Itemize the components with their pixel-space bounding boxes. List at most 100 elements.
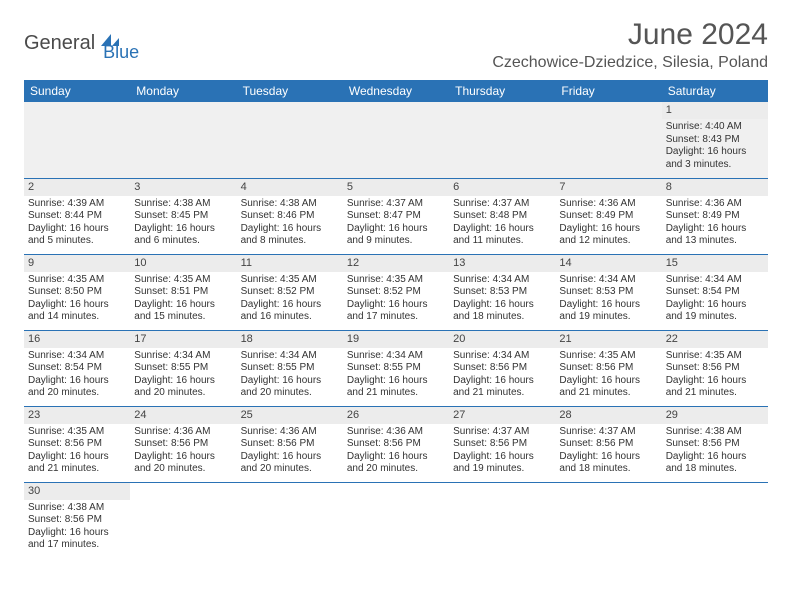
calendar-cell <box>130 482 236 558</box>
day-details: Sunrise: 4:34 AMSunset: 8:54 PMDaylight:… <box>24 348 130 404</box>
sunrise-text: Sunrise: 4:38 AM <box>241 198 339 211</box>
sunset-text: Sunset: 8:49 PM <box>559 210 657 223</box>
day-details: Sunrise: 4:35 AMSunset: 8:56 PMDaylight:… <box>555 348 661 404</box>
sunrise-text: Sunrise: 4:35 AM <box>559 350 657 363</box>
day-number: 29 <box>662 407 768 424</box>
page-header: General Blue June 2024 Czechowice-Dziedz… <box>24 18 768 72</box>
sunrise-text: Sunrise: 4:39 AM <box>28 198 126 211</box>
day-details: Sunrise: 4:34 AMSunset: 8:56 PMDaylight:… <box>449 348 555 404</box>
day-details: Sunrise: 4:38 AMSunset: 8:56 PMDaylight:… <box>24 500 130 556</box>
calendar-cell: 13Sunrise: 4:34 AMSunset: 8:53 PMDayligh… <box>449 254 555 330</box>
logo-text-general: General <box>24 32 95 55</box>
day-details: Sunrise: 4:34 AMSunset: 8:53 PMDaylight:… <box>555 272 661 328</box>
calendar-cell <box>662 482 768 558</box>
day-details: Sunrise: 4:34 AMSunset: 8:55 PMDaylight:… <box>343 348 449 404</box>
day-details: Sunrise: 4:37 AMSunset: 8:48 PMDaylight:… <box>449 196 555 252</box>
sunrise-text: Sunrise: 4:34 AM <box>241 350 339 363</box>
daylight-text: Daylight: 16 hours and 9 minutes. <box>347 223 445 248</box>
day-number: 15 <box>662 255 768 272</box>
daylight-text: Daylight: 16 hours and 12 minutes. <box>559 223 657 248</box>
sunrise-text: Sunrise: 4:34 AM <box>134 350 232 363</box>
calendar-cell: 27Sunrise: 4:37 AMSunset: 8:56 PMDayligh… <box>449 406 555 482</box>
day-number: 2 <box>24 179 130 196</box>
day-header: Friday <box>555 80 661 102</box>
sunrise-text: Sunrise: 4:37 AM <box>453 426 551 439</box>
daylight-text: Daylight: 16 hours and 18 minutes. <box>559 451 657 476</box>
day-details: Sunrise: 4:34 AMSunset: 8:54 PMDaylight:… <box>662 272 768 328</box>
day-header: Saturday <box>662 80 768 102</box>
calendar-cell: 2Sunrise: 4:39 AMSunset: 8:44 PMDaylight… <box>24 178 130 254</box>
daylight-text: Daylight: 16 hours and 18 minutes. <box>453 299 551 324</box>
calendar-cell <box>555 102 661 178</box>
day-header: Thursday <box>449 80 555 102</box>
day-number: 8 <box>662 179 768 196</box>
day-details: Sunrise: 4:39 AMSunset: 8:44 PMDaylight:… <box>24 196 130 252</box>
daylight-text: Daylight: 16 hours and 11 minutes. <box>453 223 551 248</box>
calendar-cell: 5Sunrise: 4:37 AMSunset: 8:47 PMDaylight… <box>343 178 449 254</box>
sunrise-text: Sunrise: 4:38 AM <box>666 426 764 439</box>
location-text: Czechowice-Dziedzice, Silesia, Poland <box>492 54 768 72</box>
day-number: 23 <box>24 407 130 424</box>
calendar-cell: 7Sunrise: 4:36 AMSunset: 8:49 PMDaylight… <box>555 178 661 254</box>
day-number: 14 <box>555 255 661 272</box>
day-details: Sunrise: 4:35 AMSunset: 8:52 PMDaylight:… <box>237 272 343 328</box>
sunset-text: Sunset: 8:56 PM <box>559 438 657 451</box>
daylight-text: Daylight: 16 hours and 3 minutes. <box>666 146 764 171</box>
daylight-text: Daylight: 16 hours and 20 minutes. <box>134 375 232 400</box>
sunset-text: Sunset: 8:43 PM <box>666 134 764 147</box>
day-number: 10 <box>130 255 236 272</box>
day-number: 5 <box>343 179 449 196</box>
sunrise-text: Sunrise: 4:35 AM <box>347 274 445 287</box>
day-details: Sunrise: 4:34 AMSunset: 8:55 PMDaylight:… <box>130 348 236 404</box>
calendar-cell: 6Sunrise: 4:37 AMSunset: 8:48 PMDaylight… <box>449 178 555 254</box>
sunrise-text: Sunrise: 4:34 AM <box>666 274 764 287</box>
day-header: Sunday <box>24 80 130 102</box>
day-number: 27 <box>449 407 555 424</box>
day-details: Sunrise: 4:36 AMSunset: 8:49 PMDaylight:… <box>555 196 661 252</box>
sunset-text: Sunset: 8:56 PM <box>559 362 657 375</box>
day-details: Sunrise: 4:34 AMSunset: 8:53 PMDaylight:… <box>449 272 555 328</box>
day-details: Sunrise: 4:36 AMSunset: 8:56 PMDaylight:… <box>237 424 343 480</box>
day-details <box>555 119 661 125</box>
calendar-cell: 4Sunrise: 4:38 AMSunset: 8:46 PMDaylight… <box>237 178 343 254</box>
day-details: Sunrise: 4:37 AMSunset: 8:47 PMDaylight:… <box>343 196 449 252</box>
calendar-cell: 10Sunrise: 4:35 AMSunset: 8:51 PMDayligh… <box>130 254 236 330</box>
day-number: 7 <box>555 179 661 196</box>
sunrise-text: Sunrise: 4:36 AM <box>559 198 657 211</box>
calendar-cell: 23Sunrise: 4:35 AMSunset: 8:56 PMDayligh… <box>24 406 130 482</box>
day-number: 9 <box>24 255 130 272</box>
sunrise-text: Sunrise: 4:40 AM <box>666 121 764 134</box>
day-number: 22 <box>662 331 768 348</box>
calendar-cell: 22Sunrise: 4:35 AMSunset: 8:56 PMDayligh… <box>662 330 768 406</box>
day-details: Sunrise: 4:34 AMSunset: 8:55 PMDaylight:… <box>237 348 343 404</box>
daylight-text: Daylight: 16 hours and 17 minutes. <box>28 527 126 552</box>
sunset-text: Sunset: 8:49 PM <box>666 210 764 223</box>
sunrise-text: Sunrise: 4:37 AM <box>453 198 551 211</box>
day-details: Sunrise: 4:36 AMSunset: 8:56 PMDaylight:… <box>130 424 236 480</box>
logo-text-blue: Blue <box>103 42 139 63</box>
day-number: 4 <box>237 179 343 196</box>
daylight-text: Daylight: 16 hours and 21 minutes. <box>347 375 445 400</box>
calendar-cell: 28Sunrise: 4:37 AMSunset: 8:56 PMDayligh… <box>555 406 661 482</box>
sunset-text: Sunset: 8:50 PM <box>28 286 126 299</box>
sunset-text: Sunset: 8:56 PM <box>666 362 764 375</box>
sunset-text: Sunset: 8:51 PM <box>134 286 232 299</box>
sunrise-text: Sunrise: 4:36 AM <box>666 198 764 211</box>
sunrise-text: Sunrise: 4:35 AM <box>28 426 126 439</box>
sunrise-text: Sunrise: 4:34 AM <box>453 350 551 363</box>
calendar-cell <box>24 102 130 178</box>
calendar-cell: 25Sunrise: 4:36 AMSunset: 8:56 PMDayligh… <box>237 406 343 482</box>
sunset-text: Sunset: 8:55 PM <box>134 362 232 375</box>
daylight-text: Daylight: 16 hours and 20 minutes. <box>241 375 339 400</box>
sunrise-text: Sunrise: 4:38 AM <box>28 502 126 515</box>
calendar-cell <box>343 102 449 178</box>
daylight-text: Daylight: 16 hours and 5 minutes. <box>28 223 126 248</box>
calendar-cell: 8Sunrise: 4:36 AMSunset: 8:49 PMDaylight… <box>662 178 768 254</box>
calendar-cell: 21Sunrise: 4:35 AMSunset: 8:56 PMDayligh… <box>555 330 661 406</box>
calendar-cell: 15Sunrise: 4:34 AMSunset: 8:54 PMDayligh… <box>662 254 768 330</box>
day-details: Sunrise: 4:36 AMSunset: 8:49 PMDaylight:… <box>662 196 768 252</box>
daylight-text: Daylight: 16 hours and 17 minutes. <box>347 299 445 324</box>
day-number: 6 <box>449 179 555 196</box>
sunset-text: Sunset: 8:45 PM <box>134 210 232 223</box>
calendar-cell: 20Sunrise: 4:34 AMSunset: 8:56 PMDayligh… <box>449 330 555 406</box>
